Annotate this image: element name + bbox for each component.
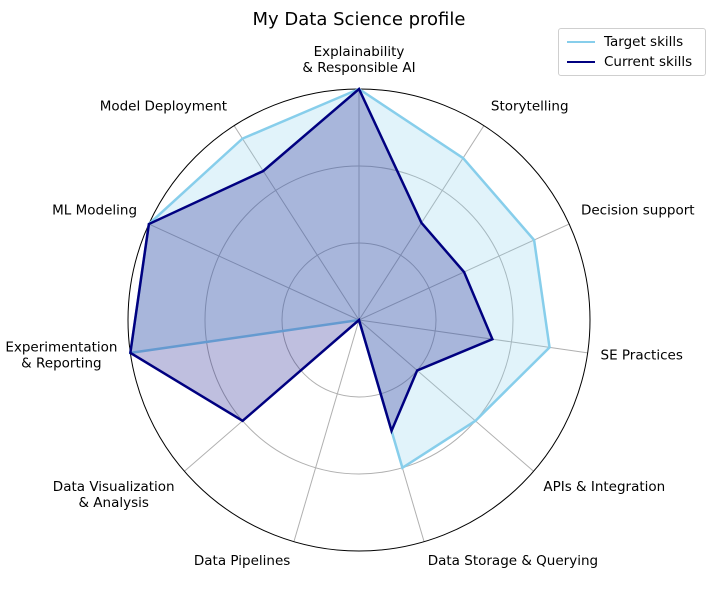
- axis-label-10: Model Deployment: [100, 99, 227, 115]
- legend-item-current: Current skills: [567, 52, 705, 72]
- axis-label-2: Decision support: [581, 203, 695, 219]
- axis-label-7: Data Visualization & Analysis: [53, 479, 175, 511]
- series-line-target-skills: [128, 87, 551, 470]
- legend-swatch-target: [567, 41, 595, 43]
- axis-label-3: SE Practices: [601, 348, 683, 364]
- axis-labels: Explainability & Responsible AI Storytelli…: [5, 44, 694, 569]
- axis-label-9: ML Modeling: [52, 203, 137, 219]
- axis-label-0: Explainability & Responsible AI: [302, 44, 415, 76]
- axis-label-5: Data Storage & Querying: [428, 553, 598, 569]
- legend-label-current: Current skills: [604, 54, 693, 70]
- series-line-current-skills: [128, 86, 495, 435]
- axis-label-8: Experimentation & Reporting: [5, 340, 117, 372]
- chart-title: My Data Science profile: [253, 9, 466, 30]
- series-layer: [128, 86, 551, 470]
- axis-label-6: Data Pipelines: [194, 553, 290, 569]
- axis-spoke-10: [233, 125, 360, 321]
- axis-spoke-4: [358, 319, 534, 472]
- legend-swatch-current: [567, 61, 595, 63]
- series-fill-current-skills: [130, 89, 493, 431]
- axis-label-1: Storytelling: [491, 99, 569, 115]
- legend-label-target: Target skills: [604, 34, 684, 50]
- legend-item-target: Target skills: [567, 32, 705, 52]
- axis-spoke-6: [293, 319, 360, 542]
- axis-label-4: APIs & Integration: [543, 479, 665, 495]
- axis-spoke-9: [148, 223, 360, 321]
- legend: Target skills Current skills: [558, 28, 706, 76]
